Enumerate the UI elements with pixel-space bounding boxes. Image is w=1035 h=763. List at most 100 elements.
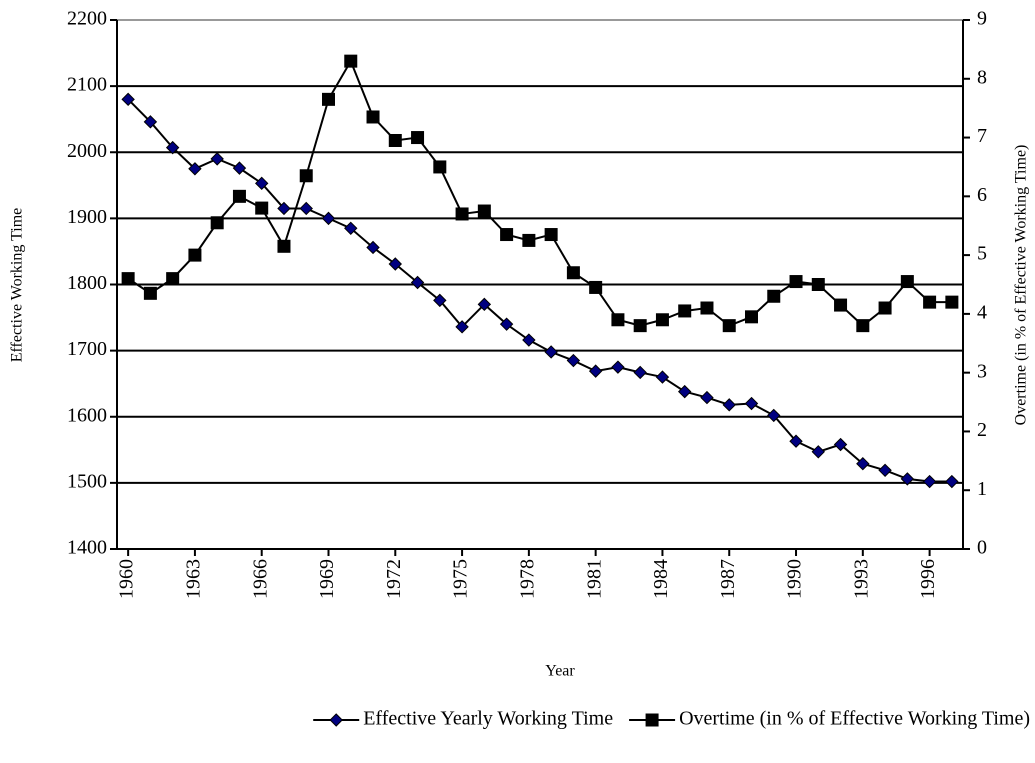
marker bbox=[678, 384, 692, 399]
marker bbox=[499, 317, 514, 331]
marker bbox=[277, 239, 291, 253]
marker bbox=[455, 207, 469, 221]
marker bbox=[255, 176, 269, 191]
marker bbox=[611, 360, 625, 374]
marker bbox=[923, 295, 937, 309]
x-axis-title: Year bbox=[545, 663, 575, 680]
marker bbox=[188, 248, 202, 262]
legend-label: Effective Yearly Working Time bbox=[363, 708, 613, 730]
marker bbox=[143, 115, 158, 129]
y2-tick-label: 9 bbox=[977, 8, 987, 30]
marker bbox=[566, 353, 581, 368]
marker bbox=[344, 54, 358, 68]
marker bbox=[789, 434, 803, 448]
y-tick-label: 2000 bbox=[67, 140, 107, 162]
x-tick-label: 1993 bbox=[850, 559, 872, 599]
y-tick-label: 1800 bbox=[67, 272, 107, 294]
x-tick-label: 1975 bbox=[450, 559, 472, 599]
y-tick-label: 2100 bbox=[67, 74, 107, 96]
marker bbox=[945, 295, 959, 309]
x-tick-label: 1966 bbox=[249, 559, 271, 599]
marker bbox=[322, 92, 335, 106]
marker bbox=[588, 364, 603, 378]
marker bbox=[722, 319, 736, 333]
marker bbox=[745, 310, 758, 324]
x-tick-label: 1978 bbox=[516, 559, 538, 599]
marker bbox=[767, 289, 781, 303]
x-tick-label: 1984 bbox=[650, 559, 672, 599]
y2-tick-label: 8 bbox=[977, 66, 987, 88]
marker bbox=[589, 280, 603, 294]
x-tick-label: 1972 bbox=[383, 559, 405, 599]
marker bbox=[477, 297, 492, 312]
marker bbox=[366, 240, 380, 255]
y-tick-label: 1700 bbox=[67, 338, 107, 360]
marker bbox=[700, 390, 714, 405]
y-tick-label: 1900 bbox=[67, 206, 107, 228]
marker bbox=[834, 298, 848, 312]
marker bbox=[655, 313, 669, 327]
y-axis-title: Effective Working Time bbox=[9, 208, 26, 363]
marker bbox=[878, 301, 892, 315]
y-tick-label: 1500 bbox=[67, 470, 107, 492]
marker bbox=[856, 319, 870, 333]
marker bbox=[744, 396, 759, 411]
y2-tick-label: 4 bbox=[977, 301, 987, 323]
marker bbox=[811, 278, 825, 291]
marker bbox=[299, 201, 313, 216]
x-tick-label: 1969 bbox=[316, 559, 338, 599]
marker bbox=[900, 472, 915, 486]
x-tick-label: 1990 bbox=[784, 559, 806, 599]
marker bbox=[366, 110, 380, 124]
y-tick-label: 1600 bbox=[67, 404, 107, 426]
marker bbox=[388, 257, 402, 271]
marker bbox=[344, 221, 358, 236]
y2-tick-label: 2 bbox=[977, 419, 987, 441]
marker bbox=[121, 272, 135, 286]
y2-tick-label: 7 bbox=[977, 125, 987, 147]
marker bbox=[210, 216, 224, 230]
legend-label: Overtime (in % of Effective Working Time… bbox=[679, 708, 1030, 730]
marker bbox=[767, 408, 781, 423]
marker bbox=[655, 370, 670, 384]
marker bbox=[321, 211, 336, 226]
y2-axis-title: Overtime (in % of Effective Working Time… bbox=[1013, 145, 1030, 426]
marker bbox=[255, 201, 269, 215]
y-tick-label: 2200 bbox=[67, 8, 107, 30]
marker bbox=[722, 398, 736, 412]
marker bbox=[878, 463, 892, 478]
legend: Effective Yearly Working Time Overtime (i… bbox=[313, 708, 1030, 730]
series-line bbox=[127, 58, 952, 327]
marker bbox=[188, 162, 202, 176]
marker bbox=[544, 345, 558, 359]
marker bbox=[611, 313, 625, 327]
marker bbox=[232, 189, 246, 203]
series-line bbox=[127, 98, 952, 483]
marker bbox=[232, 161, 247, 175]
marker bbox=[811, 445, 825, 459]
y2-tick-label: 3 bbox=[977, 360, 987, 382]
marker bbox=[165, 140, 180, 155]
marker bbox=[566, 266, 580, 280]
y2-tick-label: 6 bbox=[977, 184, 987, 206]
x-tick-label: 1981 bbox=[583, 559, 605, 599]
marker bbox=[433, 293, 447, 308]
y2-tick-label: 0 bbox=[977, 537, 987, 559]
marker bbox=[210, 152, 224, 166]
marker bbox=[411, 131, 425, 145]
marker bbox=[945, 474, 959, 489]
y2-tick-label: 1 bbox=[977, 478, 987, 500]
marker bbox=[143, 286, 157, 300]
marker bbox=[700, 301, 714, 315]
marker bbox=[789, 275, 803, 289]
marker bbox=[633, 319, 647, 333]
marker bbox=[522, 233, 536, 247]
x-tick-label: 1987 bbox=[717, 559, 739, 599]
legend-marker bbox=[329, 713, 343, 727]
marker bbox=[410, 275, 425, 290]
marker bbox=[477, 204, 491, 218]
marker bbox=[433, 160, 447, 174]
marker bbox=[633, 365, 647, 380]
marker bbox=[388, 133, 402, 147]
